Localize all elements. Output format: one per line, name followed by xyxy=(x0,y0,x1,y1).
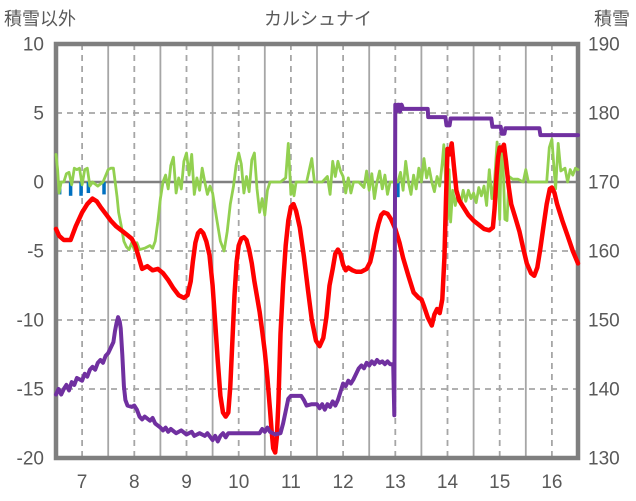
left-axis-title: 積雪以外 xyxy=(4,9,76,29)
left-axis-tick-label: 10 xyxy=(23,35,44,56)
x-axis-tick-label: 15 xyxy=(489,472,510,493)
x-axis-tick-label: 13 xyxy=(385,472,406,493)
left-axis-tick-label: 5 xyxy=(33,104,44,125)
right-axis-tick-label: 160 xyxy=(588,242,620,263)
chart-title: カルシュナイ xyxy=(264,9,372,29)
x-axis-tick-label: 11 xyxy=(281,472,301,493)
left-axis-tick-label: 0 xyxy=(33,173,44,194)
x-axis-tick-label: 10 xyxy=(228,472,249,493)
right-axis-tick-label: 150 xyxy=(588,311,620,332)
right-axis-tick-label: 180 xyxy=(588,104,620,125)
x-axis-tick-label: 8 xyxy=(129,472,140,493)
right-axis-tick-label: 140 xyxy=(588,380,620,401)
left-axis-tick-label: -20 xyxy=(17,449,44,470)
right-axis-title: 積雪 xyxy=(594,9,630,29)
x-axis-tick-label: 14 xyxy=(437,472,459,493)
green-line-series xyxy=(54,137,580,253)
right-axis-tick-label: 190 xyxy=(588,35,620,56)
right-axis-tick-label: 170 xyxy=(588,173,620,194)
left-axis-tick-label: -15 xyxy=(17,380,44,401)
x-axis-tick-label: 12 xyxy=(333,472,354,493)
purple-line-series xyxy=(54,102,580,444)
red-line-series xyxy=(53,141,581,455)
left-axis-tick-label: -10 xyxy=(17,311,44,332)
plot-border xyxy=(53,41,581,461)
x-axis-tick-label: 16 xyxy=(541,472,562,493)
x-axis-tick-label: 7 xyxy=(77,472,88,493)
right-axis-tick-label: 130 xyxy=(588,449,620,470)
x-axis-tick-label: 9 xyxy=(181,472,192,493)
left-axis-tick-label: -5 xyxy=(27,242,44,263)
